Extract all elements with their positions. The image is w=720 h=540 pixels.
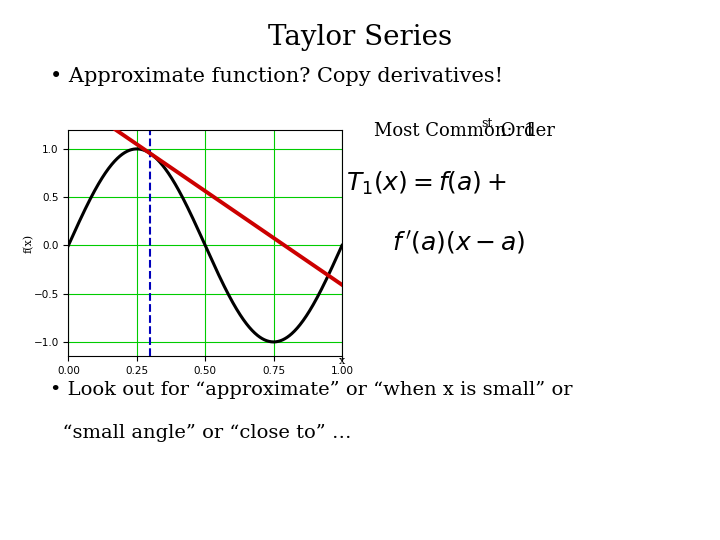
Text: $f\,'(a)(x-a)$: $f\,'(a)(x-a)$ [392,230,526,256]
Text: • Approximate function? Copy derivatives!: • Approximate function? Copy derivatives… [50,68,503,86]
Text: Taylor Series: Taylor Series [268,24,452,51]
Text: x: x [339,356,345,367]
Text: Order: Order [495,122,554,139]
Text: $T_1(x) = f(a) +$: $T_1(x) = f(a) +$ [346,170,506,197]
Text: Most Common:  1: Most Common: 1 [374,122,536,139]
Text: f(x): f(x) [24,233,34,253]
Text: st: st [481,117,492,130]
Text: • Look out for “approximate” or “when x is small” or: • Look out for “approximate” or “when x … [50,381,573,399]
Text: “small angle” or “close to” …: “small angle” or “close to” … [50,424,352,442]
